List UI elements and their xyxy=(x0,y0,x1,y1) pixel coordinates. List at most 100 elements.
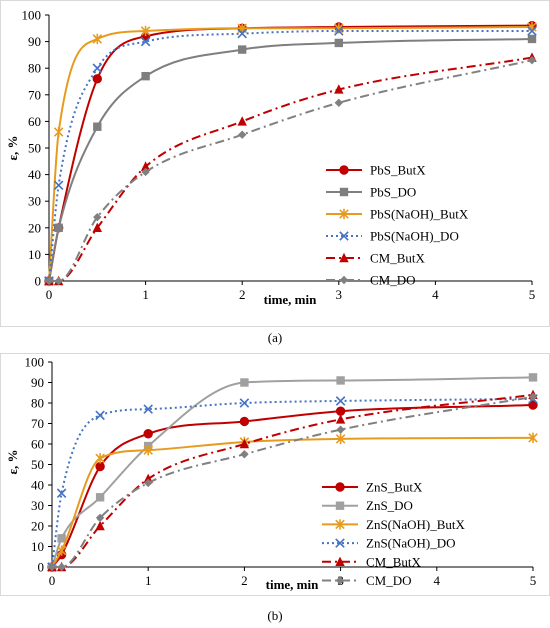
series-line xyxy=(48,24,533,282)
data-point xyxy=(143,404,153,414)
y-tick-label: 30 xyxy=(28,194,41,209)
y-tick-label: 30 xyxy=(31,498,44,513)
y-tick-label: 90 xyxy=(31,375,44,390)
data-point xyxy=(143,444,153,456)
data-point xyxy=(57,534,66,543)
y-tick-label: 70 xyxy=(28,87,41,102)
legend-label: PbS_ButX xyxy=(370,163,426,178)
data-point xyxy=(237,116,247,126)
data-point xyxy=(528,373,538,382)
y-tick-label: 100 xyxy=(22,8,42,23)
legend-marker xyxy=(339,275,349,285)
panel-caption: (b) xyxy=(267,608,282,623)
legend-label: PbS(NaOH)_DO xyxy=(370,229,459,244)
data-point xyxy=(240,450,249,459)
legend-marker xyxy=(335,556,345,566)
data-point xyxy=(237,28,247,39)
series-line xyxy=(49,59,533,282)
data-point xyxy=(335,433,346,445)
x-tick-label: 4 xyxy=(434,573,441,588)
panel-caption: (a) xyxy=(268,330,282,345)
data-point xyxy=(53,180,64,191)
data-point xyxy=(528,392,538,402)
legend-marker xyxy=(335,538,345,548)
legend-label: ZnS_DO xyxy=(366,498,413,513)
data-point xyxy=(54,223,63,232)
data-point xyxy=(527,34,537,44)
data-point xyxy=(95,520,105,531)
series-line xyxy=(51,436,534,568)
legend-item: PbS(NaOH)_DO xyxy=(326,229,459,244)
y-tick-label: 40 xyxy=(28,167,41,182)
y-tick-label: 40 xyxy=(31,478,44,493)
x-tick-label: 2 xyxy=(239,287,246,302)
series-line xyxy=(48,37,533,282)
data-point xyxy=(53,126,64,138)
legend-item: ZnS(NaOH)_ButX xyxy=(322,517,466,532)
x-tick-label: 5 xyxy=(530,573,537,588)
y-tick-label: 100 xyxy=(25,355,45,370)
data-point xyxy=(140,161,151,171)
legend-label: PbS(NaOH)_ButX xyxy=(370,207,469,222)
x-tick-label: 0 xyxy=(46,287,53,302)
chart-frame xyxy=(0,353,550,596)
data-point xyxy=(56,488,67,498)
legend-item: ZnS_DO xyxy=(322,498,413,513)
data-point xyxy=(92,33,103,45)
y-axis-title: ε, % xyxy=(5,135,20,160)
legend-marker xyxy=(339,187,349,197)
series-CM_DO xyxy=(44,56,537,286)
data-point xyxy=(140,36,151,47)
data-point xyxy=(334,38,343,48)
y-tick-label: 70 xyxy=(31,416,44,431)
data-point xyxy=(527,56,537,65)
legend-item: PbS_DO xyxy=(326,185,416,200)
data-point xyxy=(141,71,150,81)
legend-item: CM_DO xyxy=(322,573,412,588)
legend-label: CM_DO xyxy=(366,573,412,588)
x-tick-label: 0 xyxy=(49,573,56,588)
data-point xyxy=(528,432,538,444)
legend-label: CM_ButX xyxy=(370,251,426,266)
y-tick-label: 50 xyxy=(28,141,41,156)
legend-item: CM_DO xyxy=(326,273,416,288)
data-point xyxy=(44,276,54,286)
y-tick-label: 10 xyxy=(31,539,44,554)
legend-item: ZnS_ButX xyxy=(322,480,423,495)
data-point xyxy=(334,98,343,107)
x-tick-label: 2 xyxy=(241,573,248,588)
y-tick-label: 20 xyxy=(31,519,44,534)
chart-panel-a: 0 10 20 30 40 50 60 70 80 90 100 0 1 2 3 4 5 time, min ε, … xyxy=(0,0,550,345)
data-point xyxy=(95,493,105,502)
data-point xyxy=(95,461,105,472)
x-axis-title: time, min xyxy=(266,577,319,592)
data-point xyxy=(335,396,346,406)
data-point xyxy=(239,438,250,449)
x-tick-label: 3 xyxy=(336,287,343,302)
x-tick-label: 1 xyxy=(142,287,149,302)
data-point xyxy=(57,562,66,572)
y-tick-label: 60 xyxy=(28,114,41,129)
y-tick-label: 80 xyxy=(31,396,44,411)
y-tick-label: 60 xyxy=(31,437,44,452)
legend-marker xyxy=(339,231,349,241)
data-point xyxy=(238,45,247,54)
data-point xyxy=(92,74,103,84)
data-point xyxy=(56,545,67,556)
data-point xyxy=(239,416,250,427)
x-tick-label: 1 xyxy=(145,573,152,588)
data-point xyxy=(527,26,537,36)
y-tick-label: 20 xyxy=(28,220,41,235)
data-point xyxy=(93,212,102,222)
legend-marker xyxy=(339,208,349,220)
legend: ZnS_ButX ZnS_DO ZnS(NaOH)_ButX ZnS(NaOH)_DO… xyxy=(322,480,466,588)
legend-label: ZnS_ButX xyxy=(366,480,423,495)
legend: PbS_ButX PbS_DO PbS(NaOH)_ButX PbS(NaOH)_DO… xyxy=(326,163,469,288)
legend-item: ZnS(NaOH)_DO xyxy=(322,536,456,551)
data-point xyxy=(141,167,150,177)
legend-marker xyxy=(339,252,349,263)
data-point xyxy=(140,25,151,37)
data-point xyxy=(335,406,346,416)
x-tick-label: 5 xyxy=(529,287,536,302)
